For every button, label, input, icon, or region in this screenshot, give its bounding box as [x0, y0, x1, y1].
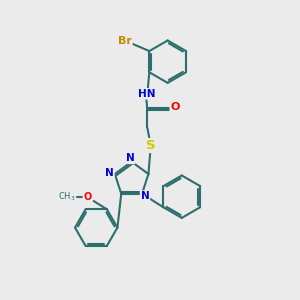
Text: O: O — [84, 193, 92, 202]
Text: Br: Br — [118, 36, 132, 46]
Text: CH$_3$: CH$_3$ — [58, 190, 76, 203]
Text: N: N — [141, 191, 149, 201]
Text: N: N — [105, 167, 114, 178]
Text: O: O — [170, 102, 180, 112]
Text: HN: HN — [138, 89, 155, 99]
Text: S: S — [146, 139, 156, 152]
Text: N: N — [126, 153, 134, 163]
